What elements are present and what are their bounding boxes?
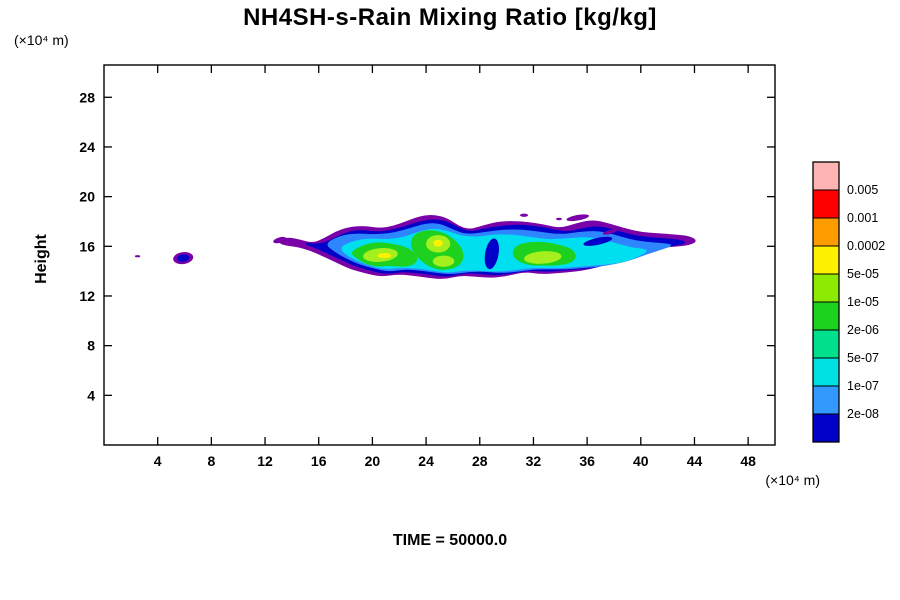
x-tick-label: 32 [526, 453, 542, 469]
contour-feature-intrusion-darkblue [484, 238, 499, 270]
x-tick-label: 28 [472, 453, 488, 469]
contour-feature-speck-top-middle-2 [555, 217, 562, 221]
x-axis-unit-label: (×10⁴ m) [765, 472, 820, 488]
colorbar-level-label: 1e-05 [847, 295, 879, 309]
colorbar-cell [812, 413, 840, 443]
y-tick-label: 16 [79, 238, 95, 254]
y-tick-label: 8 [87, 338, 95, 354]
x-tick-label: 44 [687, 453, 703, 469]
chart-title: NH4SH-s-Rain Mixing Ratio [kg/kg] [243, 4, 657, 31]
y-axis-unit-label: (×10⁴ m) [14, 32, 69, 48]
axes-box [103, 64, 776, 446]
time-label: TIME = 50000.0 [392, 532, 508, 549]
contour-feature-swirl-right-darkblue [583, 236, 613, 246]
x-tick-label: 48 [740, 453, 756, 469]
x-tick-label: 36 [579, 453, 595, 469]
y-tick-label: 12 [79, 288, 95, 304]
colorbar-level-label: 5e-07 [847, 351, 879, 365]
contour-feature-core-yellowgreen-right [524, 251, 562, 264]
y-tick-label: 20 [79, 189, 95, 205]
contour-feature-wisp-top-right [566, 214, 589, 222]
x-tick-label: 24 [418, 453, 434, 469]
colorbar-cell [812, 329, 840, 359]
x-tick-label: 20 [365, 453, 381, 469]
colorbar-level-label: 1e-07 [847, 379, 879, 393]
x-tick-label: 8 [207, 453, 215, 469]
colorbar-level-label: 0.001 [847, 211, 878, 225]
colorbar-level-label: 2e-06 [847, 323, 879, 337]
colorbar-frame [812, 161, 840, 443]
x-tick-label: 4 [154, 453, 162, 469]
colorbar-level-label: 0.005 [847, 183, 878, 197]
contour-feature-core-yellow-left [377, 253, 392, 259]
colorbar-cell [812, 189, 840, 219]
colorbar-level-label: 2e-08 [847, 407, 879, 421]
colorbar-cell [812, 217, 840, 247]
colorbar-cell [812, 161, 840, 191]
contour-feature-tiny-speck-far-left [134, 255, 141, 258]
contour-feature-core-yellowgreen-mid-lower [432, 255, 455, 267]
y-tick-label: 28 [79, 89, 95, 105]
colorbar-cell [812, 357, 840, 387]
y-tick-label: 24 [79, 139, 95, 155]
contour-feature-swirl-right-purple [602, 229, 618, 235]
colorbar-cell [812, 301, 840, 331]
contour-feature-wisp-left-curl [273, 236, 287, 244]
x-tick-label: 16 [311, 453, 327, 469]
x-tick-label: 12 [257, 453, 273, 469]
contour-feature-speck-top-middle [520, 213, 529, 217]
y-tick-label: 4 [87, 387, 95, 403]
colorbar-cell [812, 245, 840, 275]
contour-feature-isolated-blob-core [177, 254, 190, 262]
x-tick-label: 40 [633, 453, 649, 469]
y-axis-label: Height [33, 234, 50, 284]
colorbar-cell [812, 273, 840, 303]
colorbar-level-label: 5e-05 [847, 267, 879, 281]
contour-feature-core-yellow-mid [433, 239, 443, 247]
colorbar-cell [812, 385, 840, 415]
colorbar-level-label: 0.0002 [847, 239, 885, 253]
